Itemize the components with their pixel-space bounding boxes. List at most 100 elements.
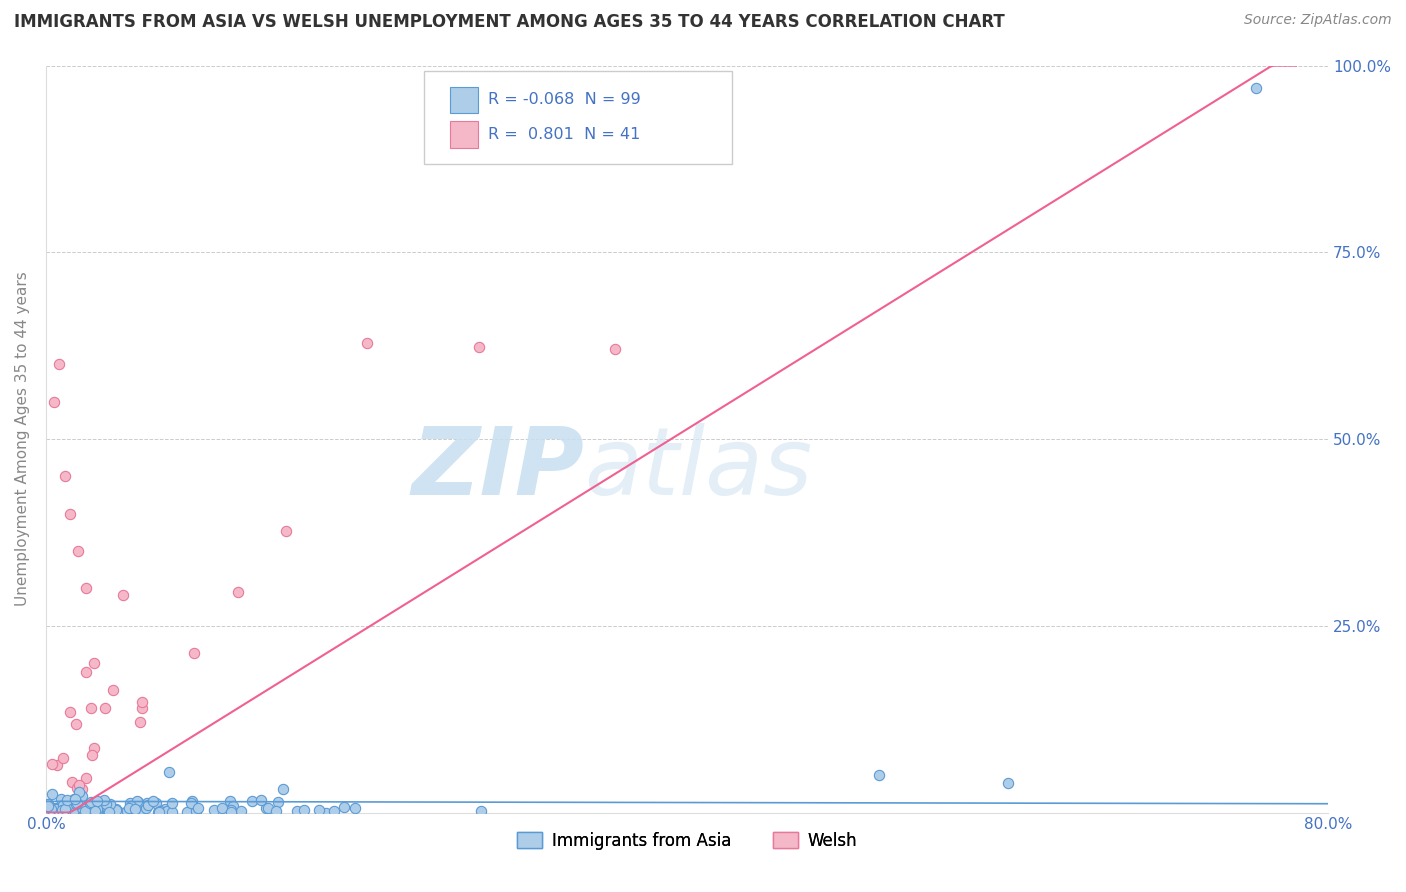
Point [42,804,65,818]
Point [997,775,1019,789]
Point [118,796,141,810]
Point [266,804,288,818]
FancyBboxPatch shape [425,70,733,164]
Point [94,797,117,812]
Point [603,343,626,357]
Point [145,796,167,810]
Point [868,768,890,782]
Point [86,805,108,819]
Point [111,588,134,602]
Point [82,747,104,762]
Point [53,469,76,483]
Point [94,701,117,715]
Point [356,335,378,350]
Point [65,792,87,806]
Point [256,801,278,815]
Point [276,524,298,538]
Text: IMMIGRANTS FROM ASIA VS WELSH UNEMPLOYMENT AMONG AGES 35 TO 44 YEARS CORRELATION: IMMIGRANTS FROM ASIA VS WELSH UNEMPLOYME… [14,13,1005,31]
Point [292,803,315,817]
Point [104,803,127,817]
Legend: Immigrants from Asia, Welsh: Immigrants from Asia, Welsh [510,825,865,856]
Point [187,801,209,815]
Point [93,793,115,807]
Point [79,805,101,819]
Point [125,794,148,808]
Point [37,805,59,820]
Point [219,805,242,820]
Point [470,804,492,818]
Point [41,787,63,801]
Point [135,801,157,815]
Point [101,804,124,818]
Point [83,740,105,755]
Point [180,796,202,810]
Point [72,805,94,820]
Text: R =  0.801  N = 41: R = 0.801 N = 41 [488,127,641,142]
Point [49,792,72,806]
Point [63,803,86,817]
Point [52,751,75,765]
Point [229,804,252,818]
Point [44,801,66,815]
Point [86,794,108,808]
Point [285,804,308,818]
Point [162,797,184,811]
Point [467,340,489,354]
Point [75,582,97,596]
Point [202,803,225,817]
Point [226,585,249,599]
Point [160,805,183,819]
Point [156,804,179,818]
Point [98,797,121,812]
Point [51,803,73,817]
Point [69,791,91,805]
Point [75,665,97,679]
Point [83,656,105,670]
Point [39,804,62,818]
Point [55,805,77,820]
Point [183,646,205,660]
Point [184,804,207,818]
Point [56,793,79,807]
Point [91,799,114,814]
Point [128,714,150,729]
Point [97,805,120,819]
Point [131,695,153,709]
Point [56,799,79,814]
Point [65,716,87,731]
Point [211,801,233,815]
Point [65,797,87,812]
Point [254,801,277,815]
Point [70,789,93,803]
Point [45,801,67,815]
Point [37,798,59,813]
Point [219,803,242,817]
Point [148,805,170,820]
Point [79,796,101,810]
Point [75,804,97,818]
Point [240,793,263,807]
Point [67,785,90,799]
Point [271,782,294,797]
Point [115,805,138,819]
Point [80,795,103,809]
Point [72,782,94,797]
Point [1244,81,1267,95]
Point [59,795,82,809]
Point [267,795,290,809]
Point [59,705,82,719]
Point [45,805,67,820]
Point [627,81,650,95]
Point [37,797,59,812]
Point [219,794,242,808]
Point [149,804,172,818]
Point [67,778,90,792]
Point [80,700,103,714]
Point [148,805,170,819]
Point [46,757,69,772]
Point [104,804,127,818]
Point [66,796,89,810]
Point [41,756,63,771]
Point [250,792,273,806]
Point [65,780,87,795]
